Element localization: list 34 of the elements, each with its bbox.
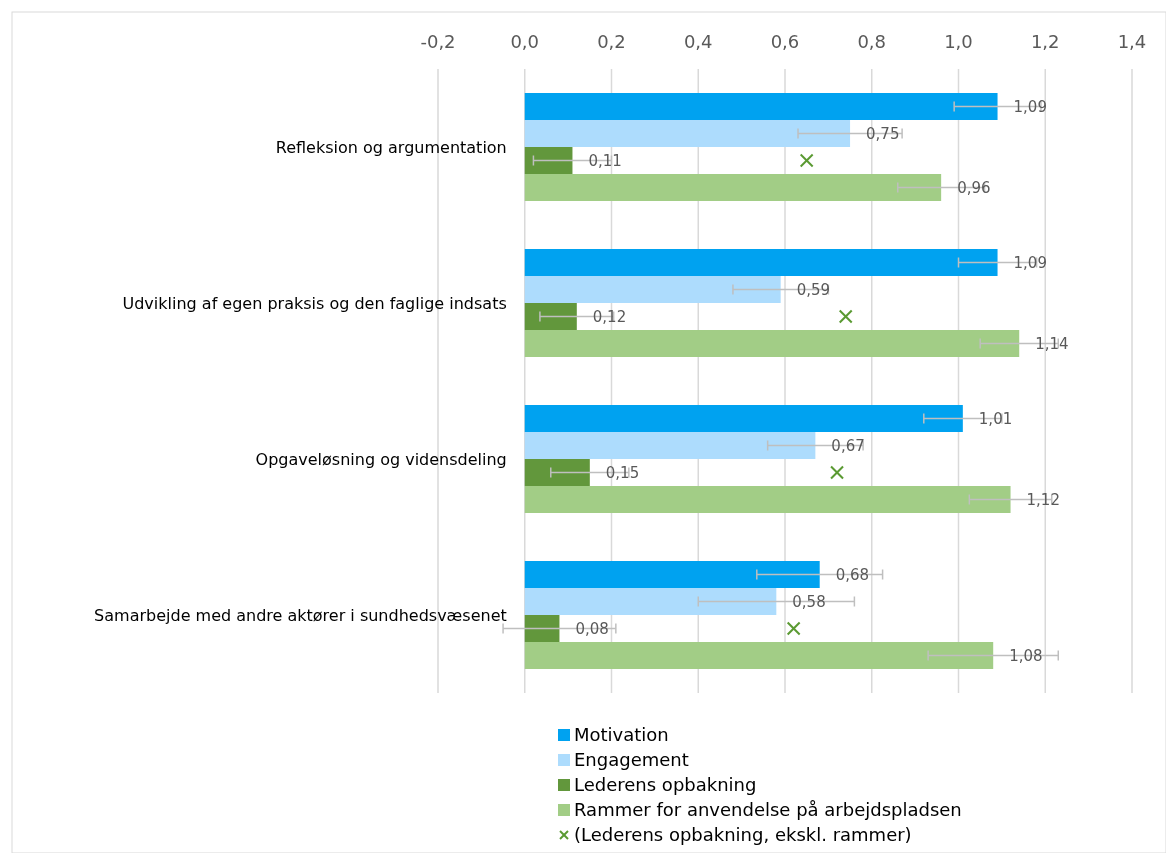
x-tick-label: -0,2 [420,31,456,53]
legend-label: Motivation [574,724,669,746]
data-label: 0,58 [792,592,826,611]
x-tick-label: 0,6 [770,31,800,53]
data-label: 0,67 [831,436,865,455]
data-label: 1,14 [1035,334,1069,353]
x-tick-label: 1,0 [944,31,973,53]
y-tick-label: Opgaveløsning og vidensdeling [255,449,507,469]
data-label: 0,11 [588,151,622,170]
data-label: 1,08 [1009,646,1043,665]
x-tick-label: 0,0 [510,31,540,53]
data-label: 0,08 [575,619,609,638]
data-label: 0,12 [592,307,627,326]
x-tick-label: 0,2 [597,31,626,53]
data-label: 0,96 [957,178,991,197]
x-tick-label: 1,2 [1030,31,1060,53]
data-label: 1,09 [1013,253,1047,272]
data-label: 1,09 [1013,97,1047,116]
x-tick-label: 0,8 [857,31,887,53]
legend-label: (Lederens opbakning, ekskl. rammer) [574,824,912,846]
data-label: 0,59 [796,280,831,299]
data-label: 1,01 [978,409,1013,428]
data-label: 0,15 [605,463,640,482]
x-tick-label: 0,4 [683,31,713,53]
data-label: 0,68 [835,565,870,584]
y-tick-label: Refleksion og argumentation [275,137,507,157]
legend-label: Lederens opbakning [574,774,757,796]
data-label: 0,75 [866,124,900,143]
x-tick-label: 1,4 [1117,31,1147,53]
y-tick-label: Samarbejde med andre aktører i sundhedsvæsenet [94,605,507,625]
legend-label: Rammer for anvendelse på arbejdspladsen [574,799,962,821]
data-label: 1,12 [1026,490,1060,509]
legend-label: Engagement [574,749,689,771]
y-tick-label: Udvikling af egen praksis og den faglige indsats [122,293,507,313]
